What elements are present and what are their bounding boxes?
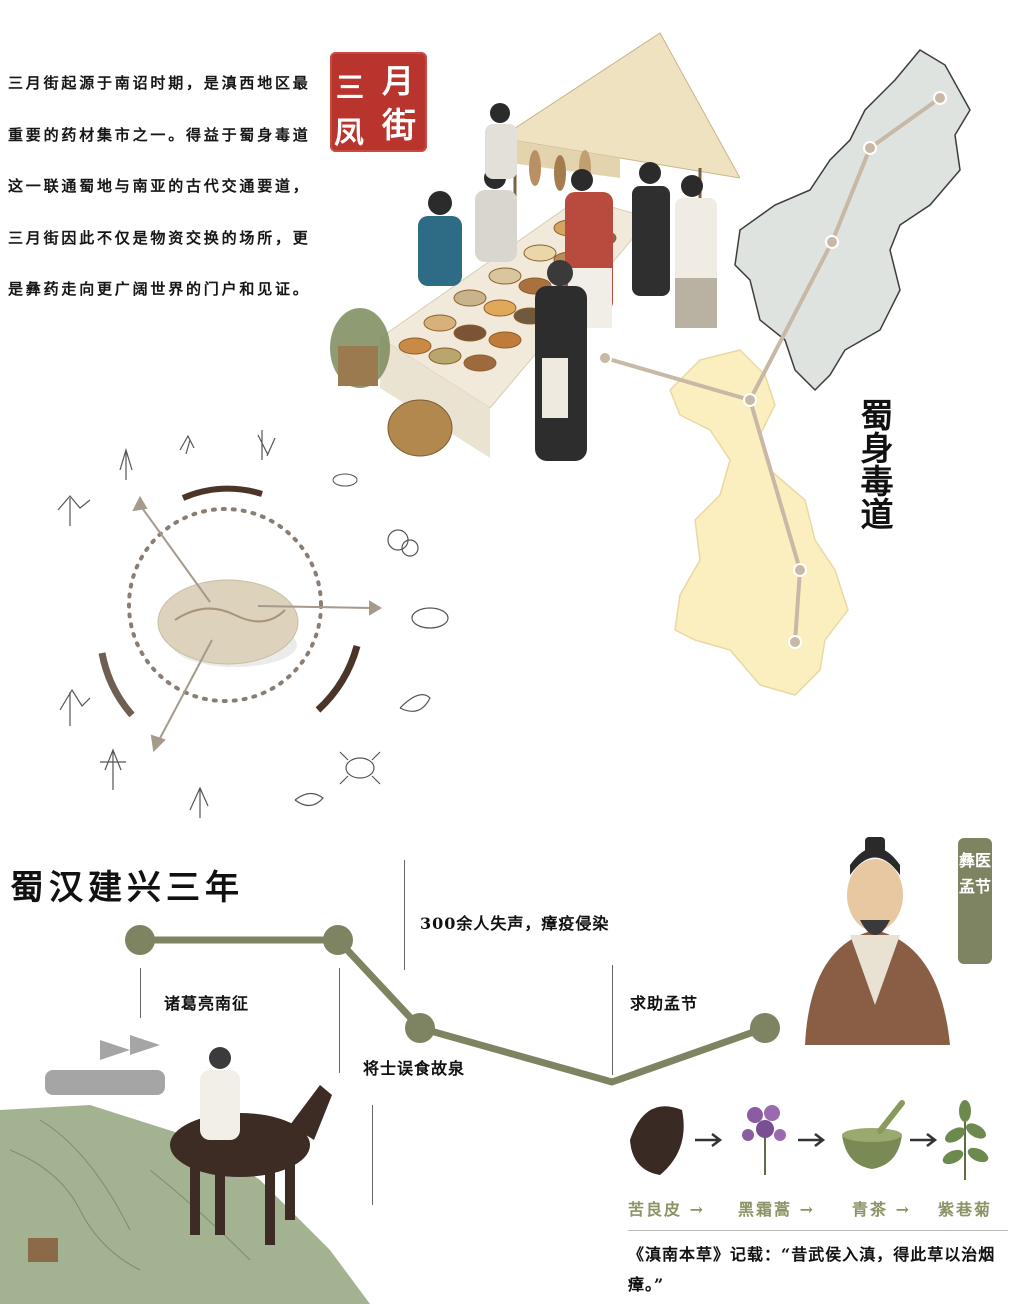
herb-label-1: 苦良皮 → xyxy=(628,1196,705,1220)
herb-arrow: → xyxy=(689,1200,705,1219)
timeline-tick xyxy=(339,968,340,1073)
mortar-icon xyxy=(842,1100,905,1169)
seal-char: 凤 xyxy=(334,116,364,151)
timeline-tick xyxy=(612,965,613,1075)
herb-label-2: 黑霜蒿 → xyxy=(738,1196,815,1220)
herb-arrow: → xyxy=(895,1200,911,1219)
herb-arrow: → xyxy=(799,1200,815,1219)
portrait-badge-label: 彝医孟节 xyxy=(958,851,991,896)
route-title-text: 蜀身毒道 xyxy=(855,398,894,530)
timeline-event-1: 诸葛亮南征 xyxy=(164,994,250,1013)
compass-circle xyxy=(57,430,449,818)
scholar-portrait xyxy=(805,837,950,1045)
quote-text: 《滇南本草》记载：“昔武侯入滇，得此草以治烟瘴。” xyxy=(628,1245,996,1294)
route-map xyxy=(600,49,971,696)
seal-char: 街 xyxy=(382,106,416,146)
herb-process-row xyxy=(630,1100,989,1180)
herb-name: 青茶 xyxy=(852,1200,889,1219)
timeline-tick xyxy=(372,1105,373,1205)
route-title: 蜀身毒道 xyxy=(850,398,894,530)
quote-divider xyxy=(628,1230,1008,1231)
timeline-line xyxy=(125,925,780,1086)
timeline-event-3: 300余人失声，瘴疫侵染 xyxy=(420,914,610,933)
timeline-event-4: 求助孟节 xyxy=(630,994,699,1013)
timeline-tick xyxy=(140,968,141,1018)
herb-label-4: 紫巷菊 xyxy=(938,1196,992,1220)
timeline-event-2: 将士误食故泉 xyxy=(363,1059,466,1078)
herb-name: 苦良皮 xyxy=(628,1200,683,1219)
herb-label-3: 青茶 → xyxy=(852,1196,911,1220)
seal-char: 月 xyxy=(382,62,415,100)
herb-name: 黑霜蒿 xyxy=(738,1200,793,1219)
intro-paragraph: 三月街起源于南诏时期，是滇西地区最重要的药材集市之一。得益于蜀身毒道这一联通蜀地… xyxy=(8,74,311,298)
horse-rider-illustration xyxy=(0,1035,370,1304)
flower-icon xyxy=(742,1105,786,1175)
herb-icon xyxy=(57,430,449,818)
market-illustration xyxy=(330,32,740,461)
timeline-title: 蜀汉建兴三年 xyxy=(10,868,244,908)
herb-name: 紫巷菊 xyxy=(938,1200,993,1219)
leaf-icon xyxy=(630,1106,684,1175)
seal-char: 三 xyxy=(336,71,365,104)
portrait-badge: 彝医孟节 xyxy=(958,838,992,964)
timeline-tick xyxy=(404,860,405,970)
sanyuejie-seal: 三 月 街 凤 xyxy=(330,52,427,152)
